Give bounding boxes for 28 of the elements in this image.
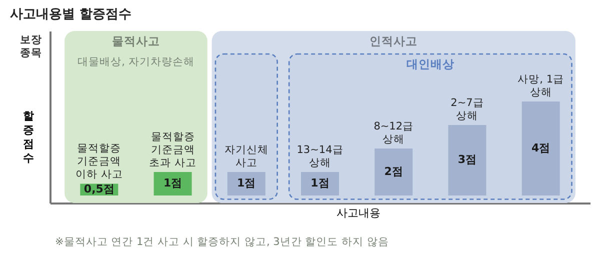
data-label: 2점 <box>384 164 403 178</box>
data-label: 0,5점 <box>84 182 114 196</box>
data-label: 3점 <box>458 153 477 166</box>
x-tick-label: 사망, 1급 상해 <box>518 73 564 98</box>
y-axis-title: 할증점수 <box>23 110 34 164</box>
x-tick-label: 8~12급 상해 <box>374 120 414 146</box>
bar <box>374 148 413 196</box>
x-tick-label: 물적할증 기준금액 이하 사고 <box>75 142 123 181</box>
x-tick-label: 2~7급 상해 <box>450 96 484 122</box>
data-label: 1점 <box>310 176 330 190</box>
bar <box>522 101 560 196</box>
x-tick-label: 물적할증 기준금액 초과 사고 <box>149 130 196 169</box>
band-label: 대인배상 <box>406 57 454 72</box>
chart-title: 사고내용별 할증점수 <box>10 7 132 22</box>
band-label: 물적사고 <box>112 34 160 48</box>
data-label: 1점 <box>237 176 256 190</box>
bar <box>448 124 486 196</box>
bar <box>227 172 266 196</box>
text: ※물적사고 연간 1건 사고 시 할증하지 않고, 3년간 할인도 하지 않음 <box>55 236 389 248</box>
x-tick-label: 자기신체 사고 <box>224 144 268 169</box>
data-label: 4점 <box>532 141 550 154</box>
x-axis-title: 사고내용 <box>336 206 380 220</box>
band-label: 인적사고 <box>370 34 418 48</box>
bar <box>154 172 192 196</box>
text: 보장종목 <box>20 34 42 59</box>
data-label: 1점 <box>163 176 182 190</box>
x-tick-label: 13~14급 상해 <box>296 144 344 169</box>
text: 대물배상, 자기차량손해 <box>78 56 194 68</box>
